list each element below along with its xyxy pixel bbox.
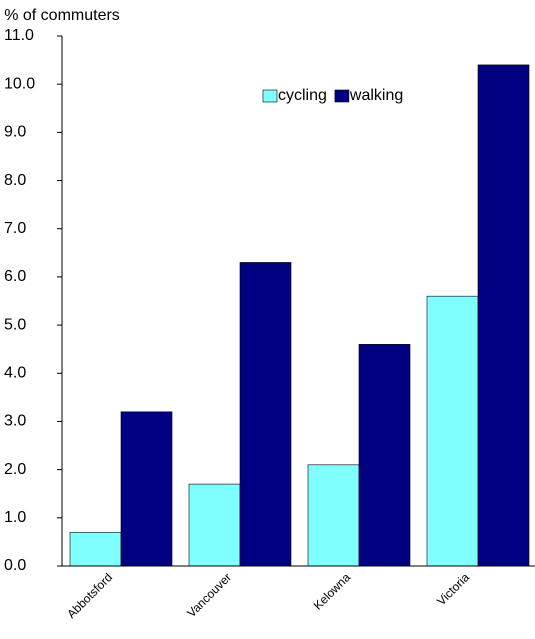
bar (188, 483, 241, 567)
y-tick-label: 10.0 (4, 75, 35, 92)
x-tick-label: Vancouver (184, 570, 234, 620)
bar (477, 64, 530, 567)
y-tick-label: 11.0 (4, 27, 34, 44)
x-tick-label: Kelowna (311, 570, 354, 613)
y-tick-label: 0.0 (4, 557, 26, 574)
x-tick-label: Victoria (434, 570, 472, 608)
y-tick-label: 2.0 (4, 461, 26, 478)
y-tick-label: 8.0 (4, 172, 26, 189)
legend-label: walking (349, 87, 403, 104)
y-axis-label: % of commuters (4, 7, 120, 24)
y-tick-label: 7.0 (4, 220, 26, 237)
y-tick-label: 3.0 (4, 413, 26, 430)
y-tick-label: 6.0 (4, 268, 26, 285)
bar (69, 531, 122, 567)
y-tick-label: 4.0 (4, 364, 26, 381)
bar (120, 411, 173, 567)
x-tick-label: Abbotsford (64, 570, 115, 621)
bar (239, 262, 292, 567)
bar (426, 295, 479, 567)
legend-label: cycling (278, 87, 327, 104)
bar (307, 464, 360, 567)
y-tick-label: 5.0 (4, 316, 26, 333)
bar (358, 344, 411, 567)
legend-swatch (334, 89, 350, 103)
y-tick-label: 1.0 (4, 509, 26, 526)
legend-swatch (262, 89, 278, 103)
y-tick-label: 9.0 (4, 124, 26, 141)
